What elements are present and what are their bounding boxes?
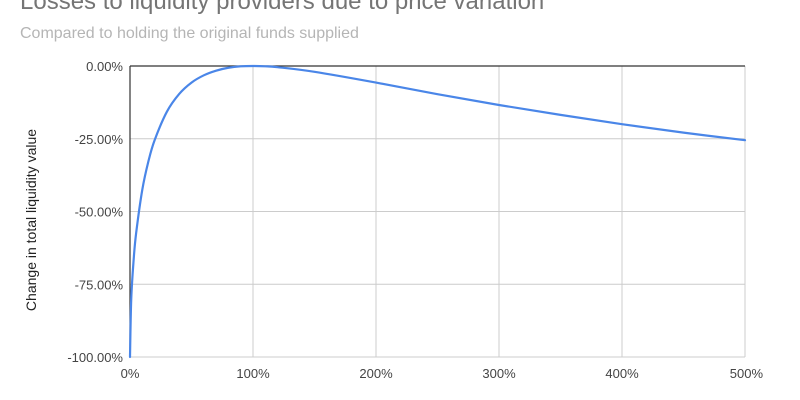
x-tick-label: 200% <box>359 366 393 381</box>
y-tick-label: -75.00% <box>75 277 124 292</box>
chart-subtitle: Compared to holding the original funds s… <box>20 25 359 42</box>
x-tick-label: 400% <box>605 366 639 381</box>
x-tick-label: 500% <box>730 366 764 381</box>
y-tick-label: -100.00% <box>67 350 123 365</box>
y-tick-label: -50.00% <box>75 205 124 220</box>
x-tick-label: 300% <box>482 366 516 381</box>
x-tick-label: 0% <box>121 366 140 381</box>
y-tick-label: 0.00% <box>86 59 123 74</box>
chart-title: Losses to liquidity providers due to pri… <box>20 0 545 15</box>
series-line <box>128 64 747 359</box>
x-tick-label: 100% <box>236 366 270 381</box>
y-tick-label: -25.00% <box>75 132 124 147</box>
